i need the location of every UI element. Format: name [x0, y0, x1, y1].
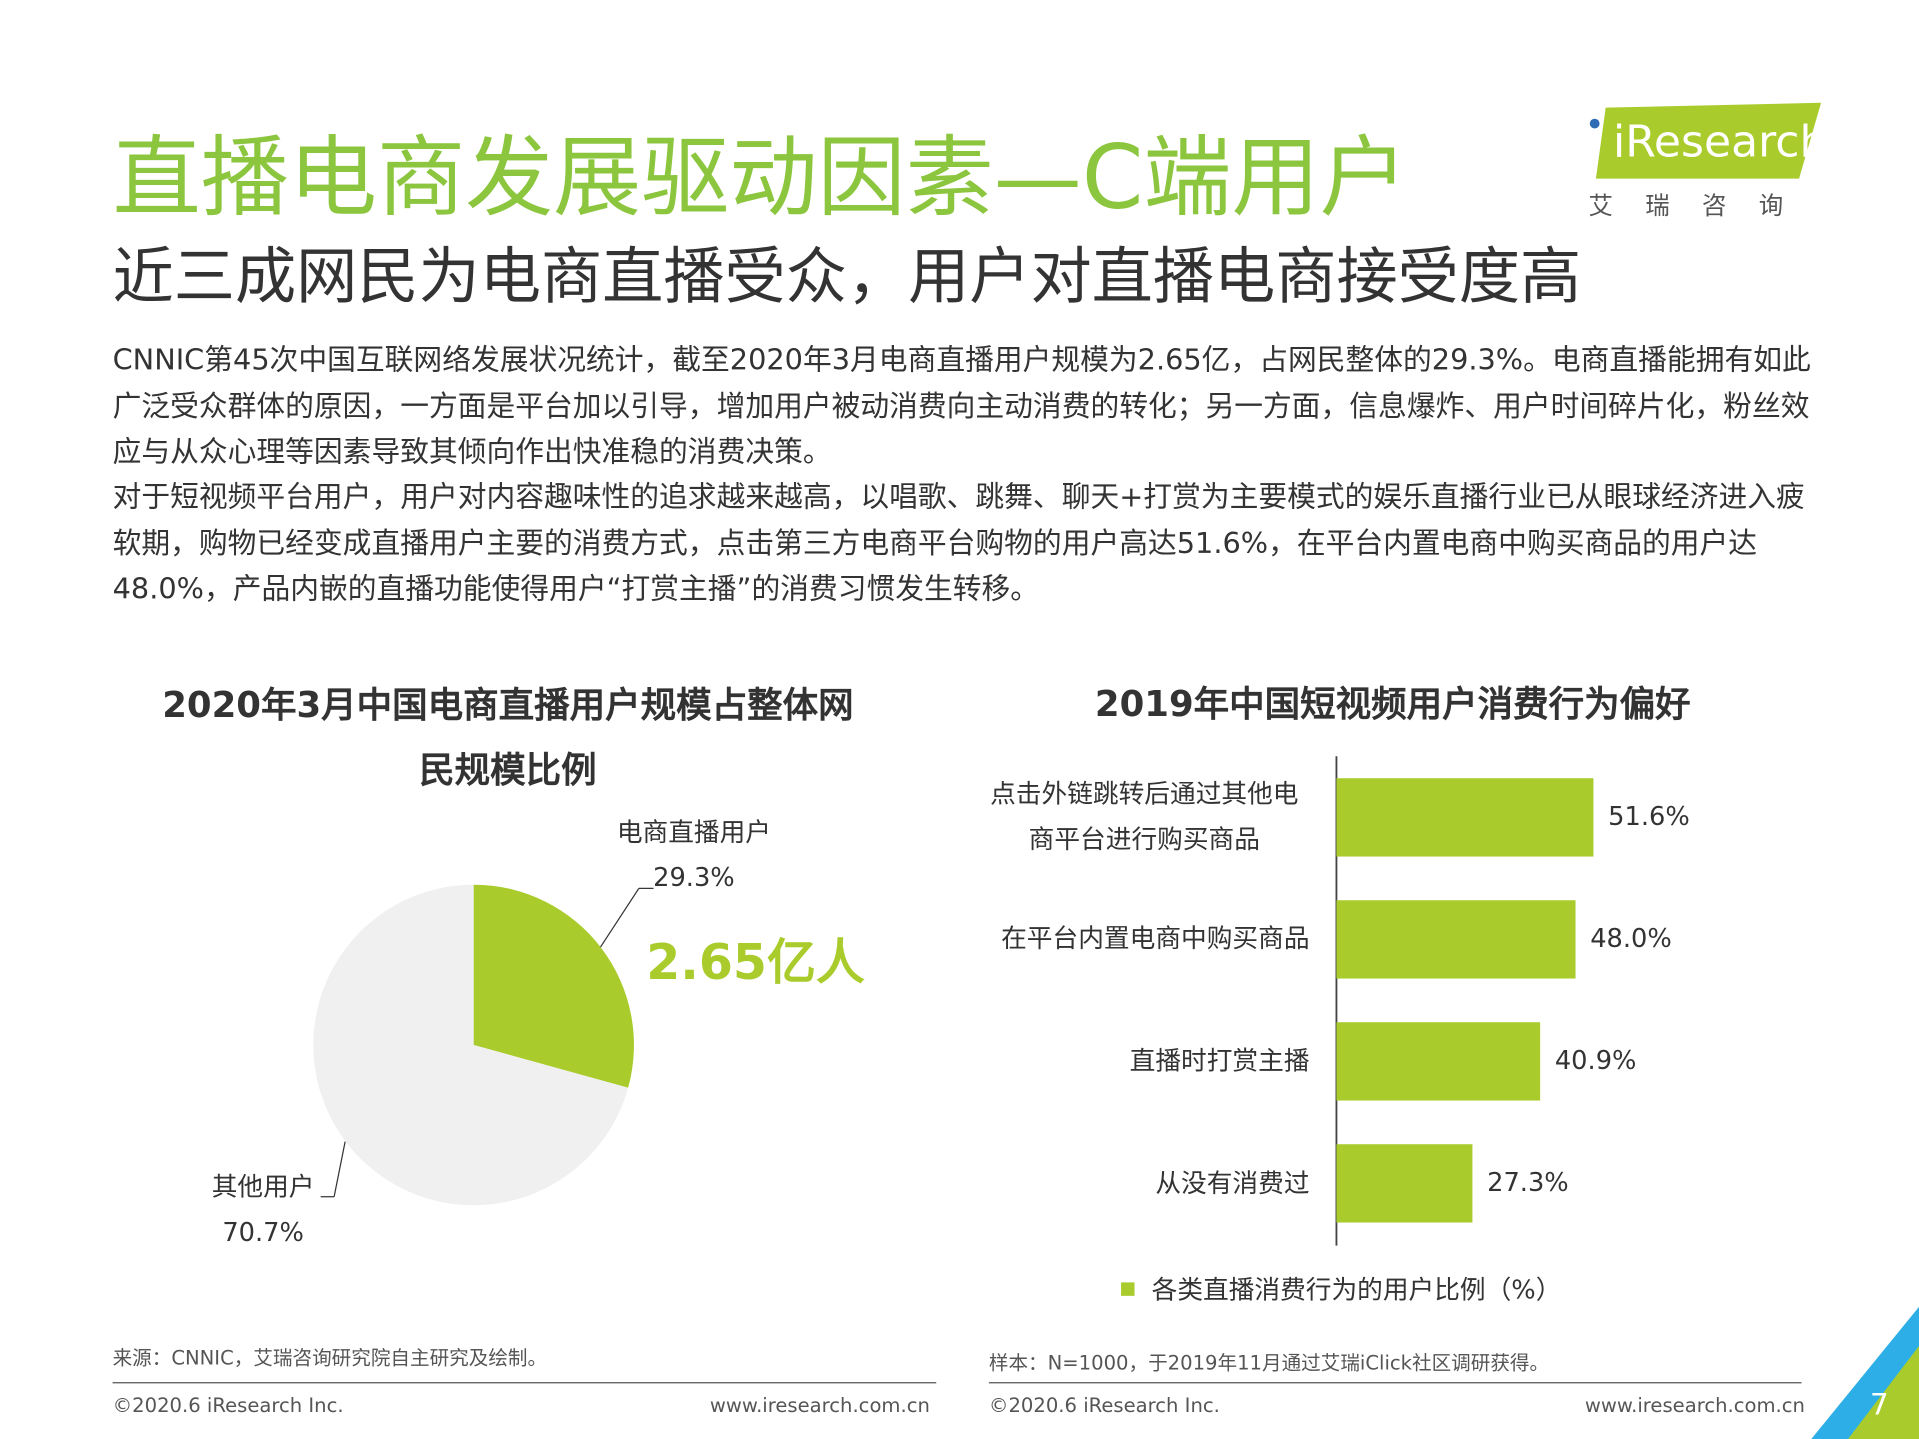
bar-value: 51.6% [1608, 802, 1690, 832]
bar [1336, 1144, 1473, 1223]
bar [1336, 778, 1594, 857]
y-tick-label: 点击外链跳转后通过其他电商平台进行购买商品 [990, 779, 1299, 855]
leader-line [599, 888, 640, 949]
pie-slice [473, 884, 634, 1088]
title: 直播电商发展驱动因素—C端用户 [112, 126, 1408, 229]
bar-value: 40.9% [1555, 1046, 1637, 1076]
bar-value: 48.0% [1590, 924, 1672, 954]
paragraph: CNNIC第45次中国互联网络发展状况统计，截至2020年3月电商直播用户规模为… [112, 342, 1811, 469]
footer-text: ©2020.6 iResearch Inc. [112, 1393, 344, 1417]
slice-label: 电商直播用户 [617, 818, 771, 848]
logo-cn: 艾 瑞 咨 询 [1588, 190, 1796, 221]
footer-text: www.iresearch.com.cn [709, 1393, 930, 1417]
legend-swatch [1121, 1282, 1135, 1296]
bar [1336, 900, 1576, 979]
footer-text: www.iresearch.com.cn [1584, 1393, 1805, 1417]
bar-value: 27.3% [1487, 1168, 1569, 1198]
pie-slice [313, 884, 629, 1206]
subtitle: 近三成网民为电商直播受众，用户对直播电商接受度高 [112, 241, 1582, 313]
source: 来源：CNNIC，艾瑞咨询研究院自主研究及绘制。 [112, 1346, 548, 1370]
logo-text: iResearch [1613, 117, 1828, 168]
y-tick-label: 在平台内置电商中购买商品 [1001, 924, 1310, 954]
page-number: 7 [1870, 1387, 1889, 1422]
legend-label: 各类直播消费行为的用户比例（%） [1152, 1275, 1562, 1305]
y-tick-label: 直播时打赏主播 [1129, 1046, 1310, 1076]
corner-decor [1848, 1346, 1919, 1439]
paragraph: 对于短视频平台用户，用户对内容趣味性的追求越来越高，以唱歌、跳舞、聊天+打赏为主… [112, 479, 1805, 606]
slice-value: 29.3% [653, 863, 735, 893]
chart-title: 2020年3月中国电商直播用户规模占整体网民规模比例 [162, 684, 854, 791]
chart-title: 2019年中国短视频用户消费行为偏好 [1094, 682, 1691, 725]
bar [1336, 1022, 1541, 1101]
slice-label: 其他用户 [212, 1173, 315, 1203]
source: 样本：N=1000，于2019年11月通过艾瑞iClick社区调研获得。 [988, 1350, 1550, 1375]
annotation: 2.65亿人 [646, 934, 865, 992]
footer-text: ©2020.6 iResearch Inc. [988, 1393, 1220, 1417]
y-tick-label: 从没有消费过 [1155, 1168, 1310, 1198]
leader-line [333, 1141, 346, 1197]
logo-shape [1595, 102, 1822, 179]
slice-value: 70.7% [222, 1218, 304, 1248]
logo-dot [1589, 118, 1600, 129]
